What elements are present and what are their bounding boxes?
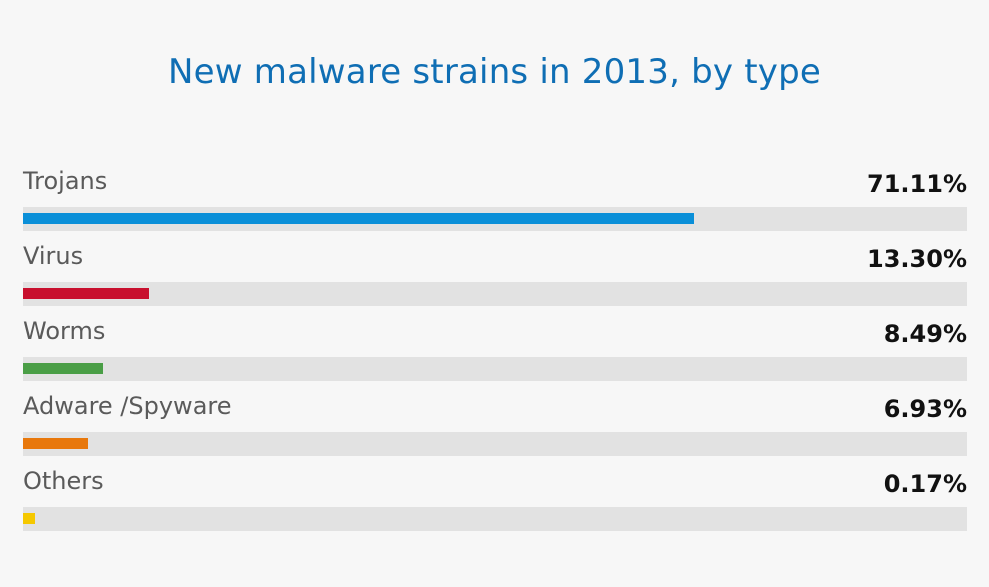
- bar-track: [23, 207, 967, 231]
- value-label: 8.49%: [883, 320, 967, 348]
- value-label: 71.11%: [867, 170, 967, 198]
- value-label: 6.93%: [883, 395, 967, 423]
- bar-track: [23, 357, 967, 381]
- category-label: Worms: [23, 317, 106, 345]
- category-label: Virus: [23, 242, 84, 270]
- bar-track: [23, 507, 967, 531]
- bar: [23, 213, 695, 224]
- bar-row: Worms 8.49%: [23, 317, 967, 383]
- bar: [23, 438, 89, 449]
- bar-row: Adware /Spyware 6.93%: [23, 392, 967, 458]
- category-label: Adware /Spyware: [23, 392, 232, 420]
- bar-row: Others 0.17%: [23, 467, 967, 533]
- bar: [23, 288, 149, 299]
- bar: [23, 513, 35, 524]
- bar-row: Virus 13.30%: [23, 242, 967, 308]
- category-label: Trojans: [23, 167, 108, 195]
- bar-track: [23, 282, 967, 306]
- bar: [23, 363, 104, 374]
- value-label: 0.17%: [883, 470, 967, 498]
- chart-title: New malware strains in 2013, by type: [168, 52, 821, 92]
- value-label: 13.30%: [867, 245, 967, 273]
- bar-track: [23, 432, 967, 456]
- bar-row: Trojans 71.11%: [23, 167, 967, 233]
- category-label: Others: [23, 467, 104, 495]
